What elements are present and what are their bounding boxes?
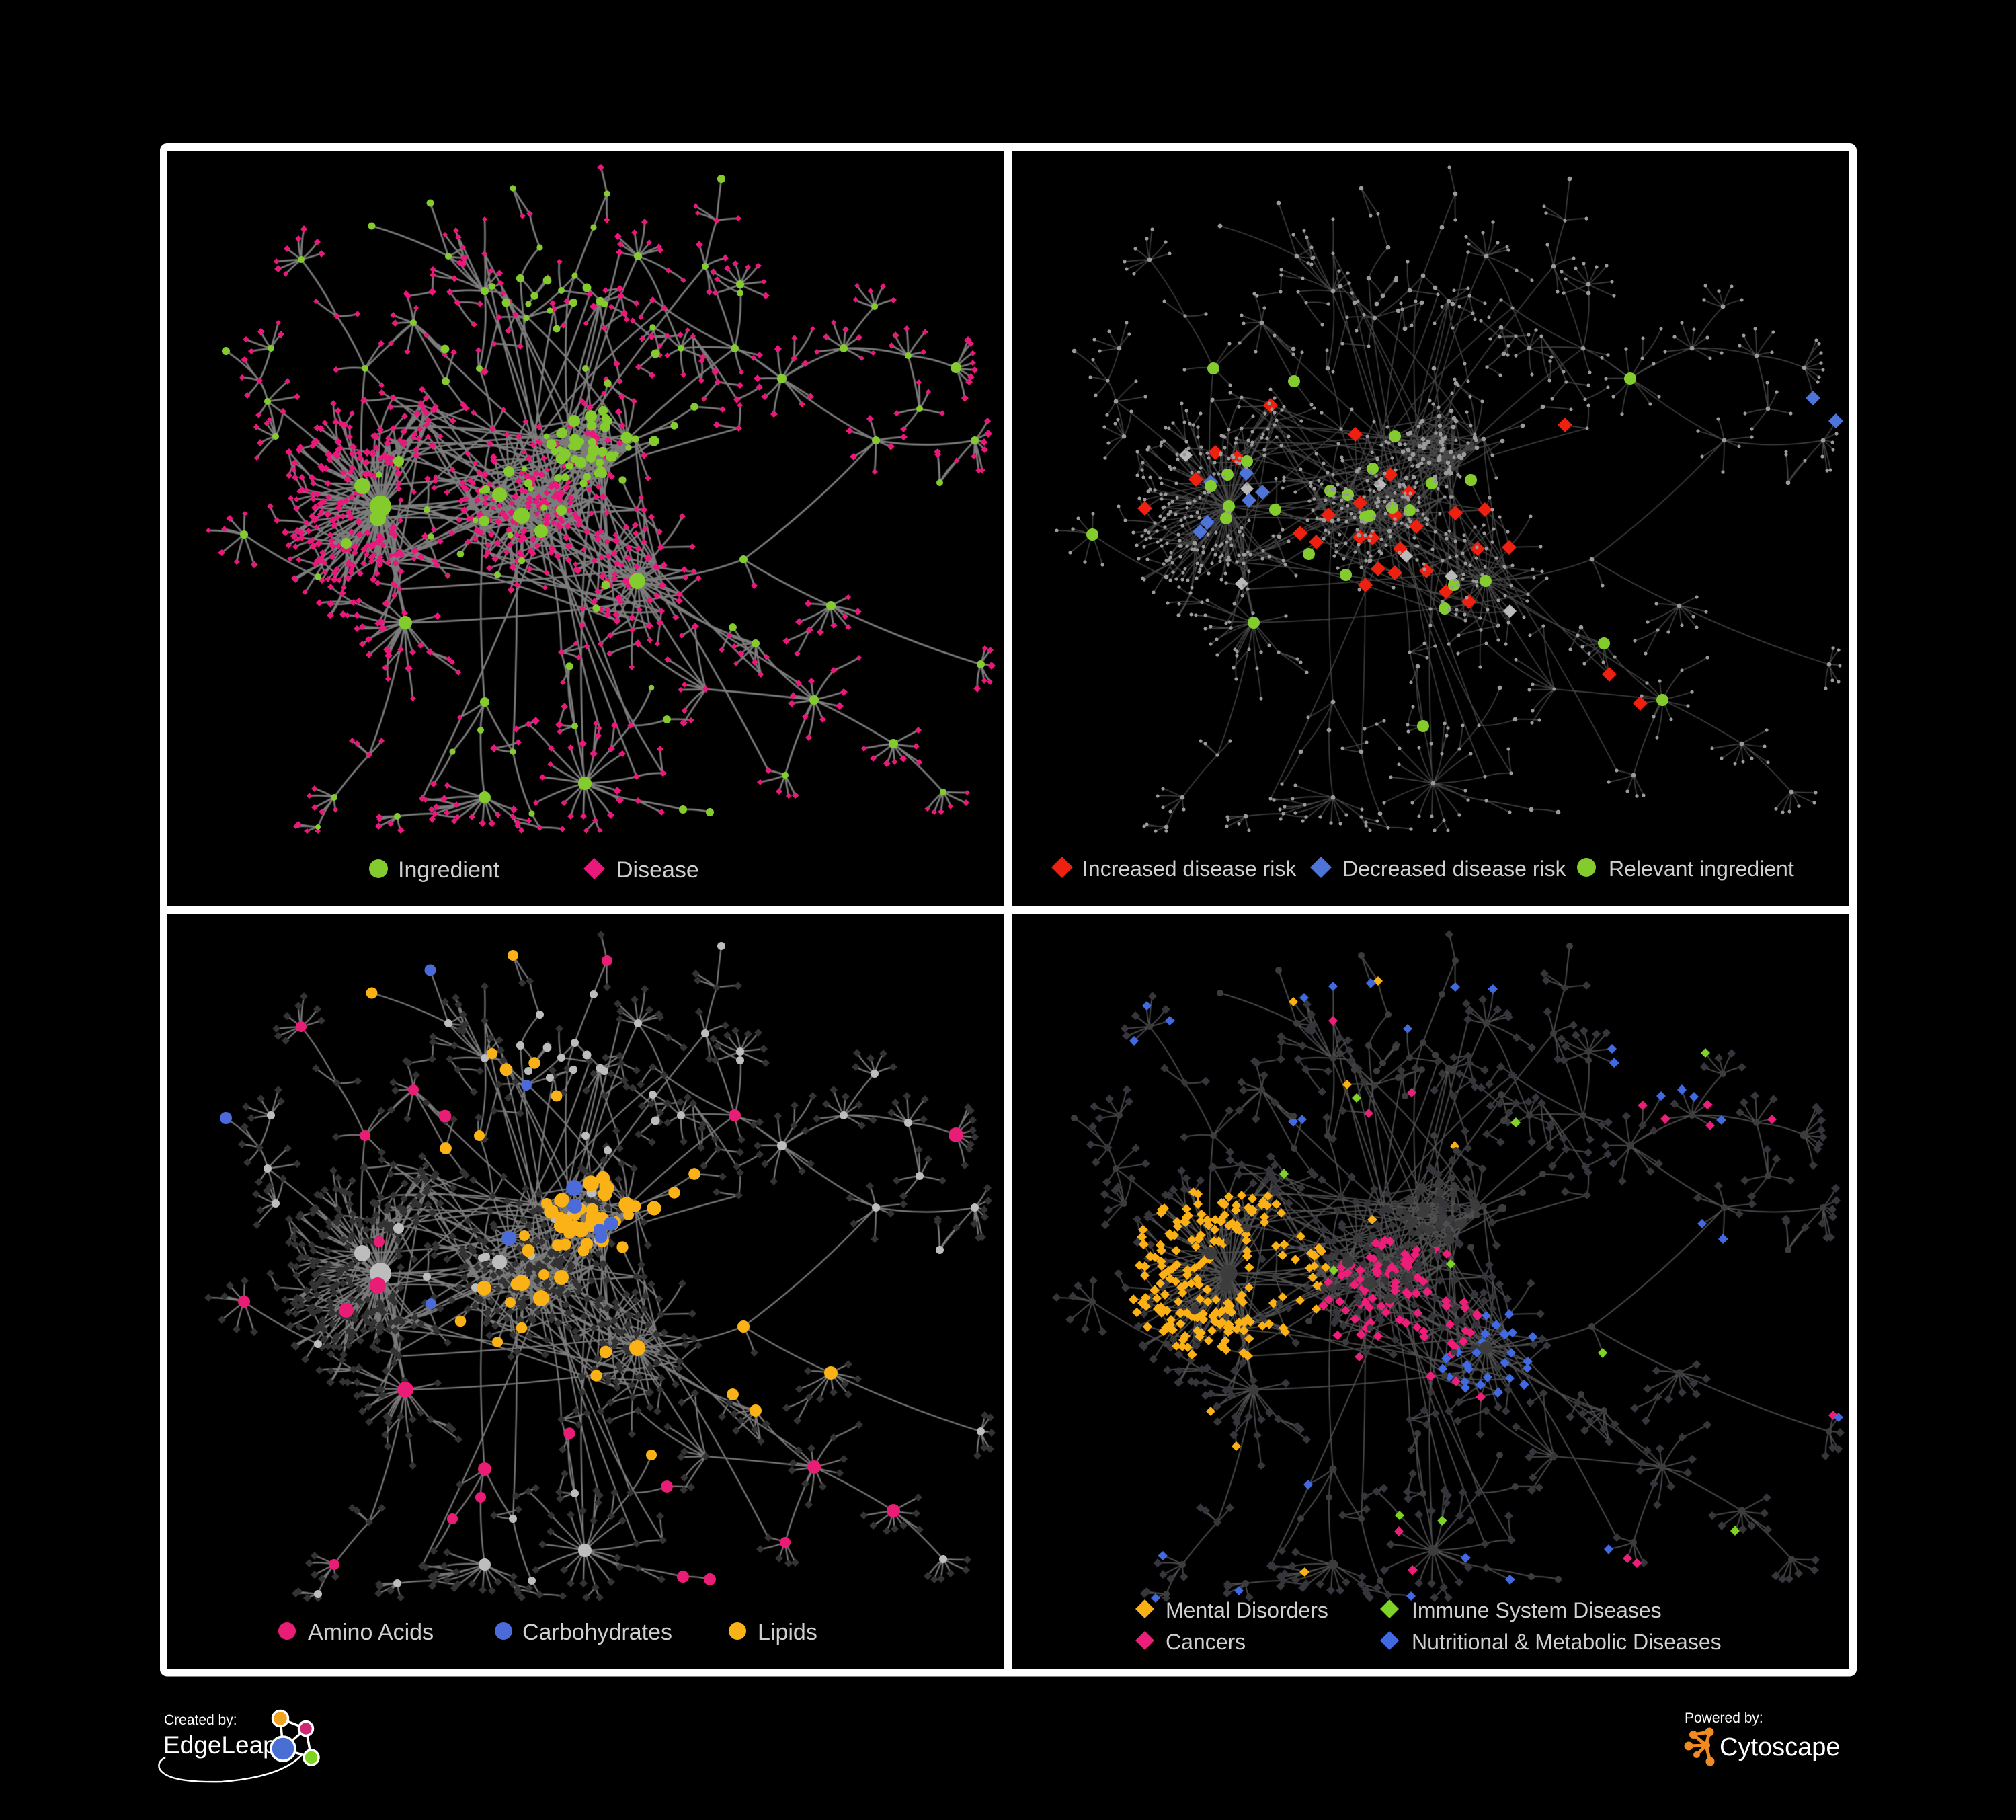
svg-text:Decreased disease risk: Decreased disease risk [1342,857,1567,881]
svg-text:Created by:: Created by: [164,1712,237,1728]
svg-text:Amino Acids: Amino Acids [308,1620,434,1645]
svg-text:Cytoscape: Cytoscape [1720,1733,1841,1762]
svg-text:Relevant ingredient: Relevant ingredient [1609,857,1794,881]
svg-text:Mental Disorders: Mental Disorders [1166,1598,1328,1622]
svg-text:EdgeLeap: EdgeLeap [163,1731,277,1759]
svg-text:Ingredient: Ingredient [398,857,500,883]
svg-text:Nutritional & Metabolic Diseas: Nutritional & Metabolic Diseases [1412,1630,1722,1654]
svg-text:Immune System Diseases: Immune System Diseases [1412,1598,1662,1622]
svg-text:Lipids: Lipids [758,1620,817,1645]
svg-text:Disease: Disease [616,857,699,883]
svg-text:Increased disease risk: Increased disease risk [1082,857,1297,881]
svg-text:Carbohydrates: Carbohydrates [522,1620,672,1645]
svg-text:Cancers: Cancers [1166,1630,1246,1654]
svg-text:Powered by:: Powered by: [1685,1710,1763,1726]
